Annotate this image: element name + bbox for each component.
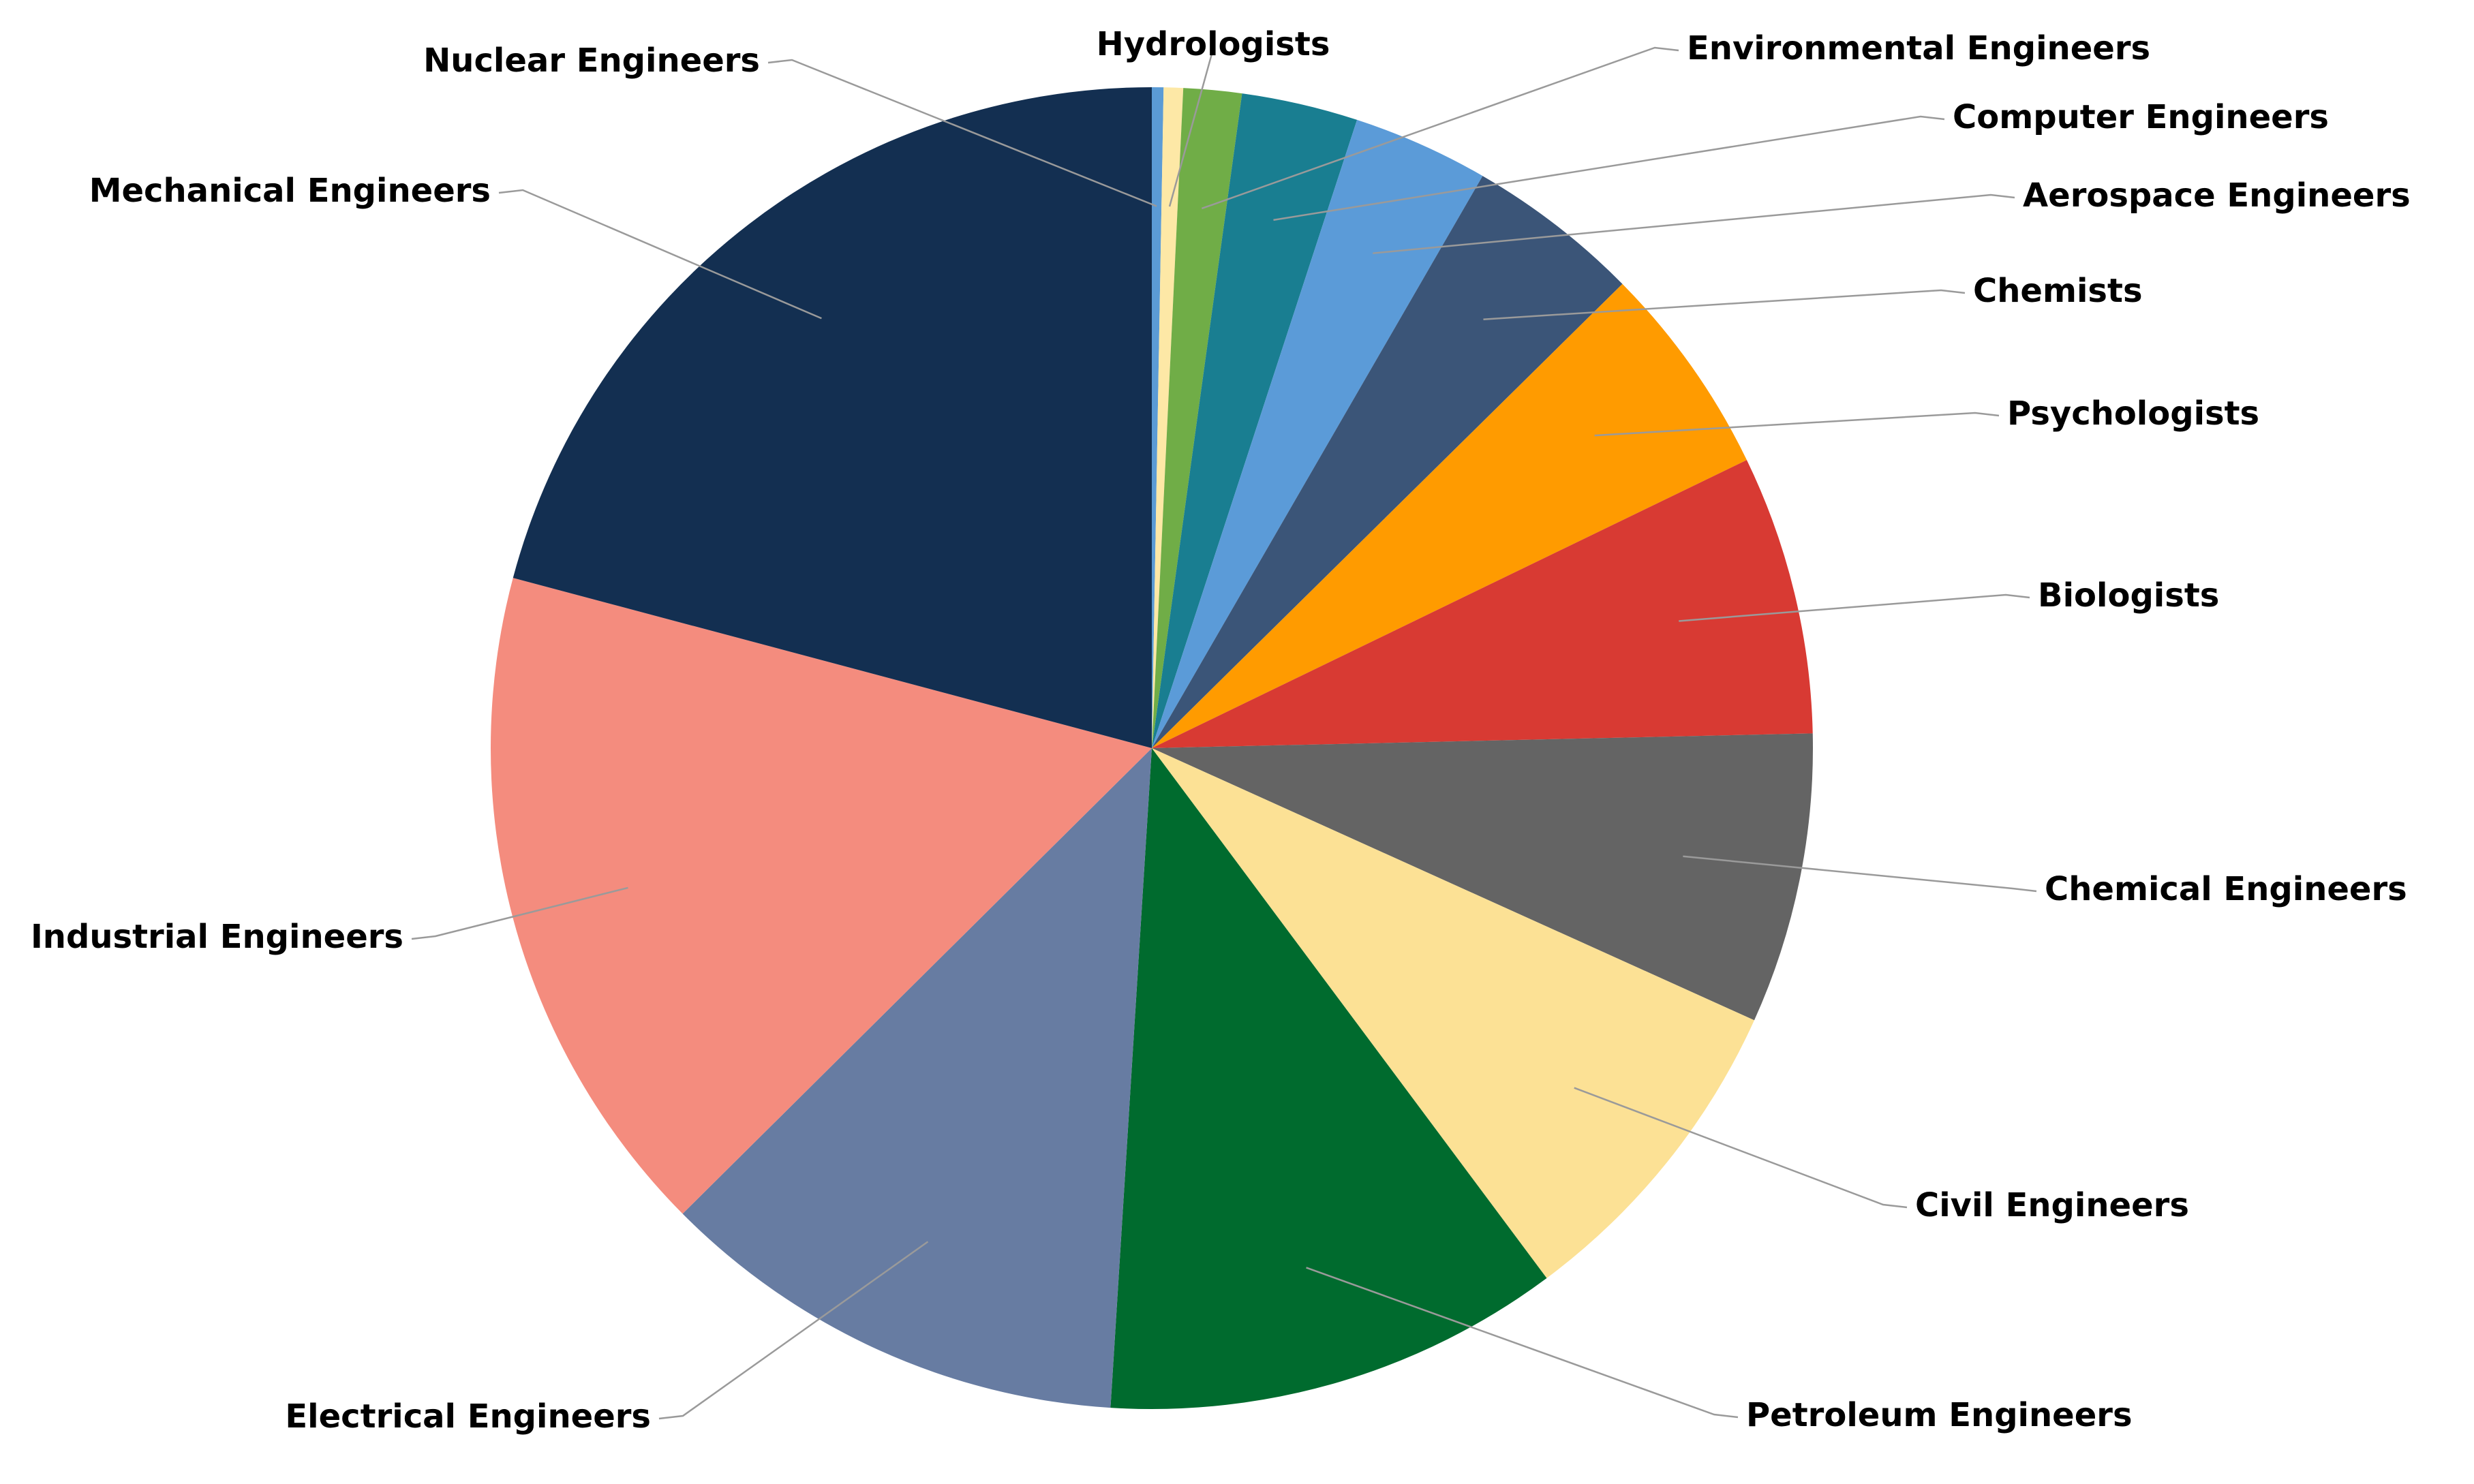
slice-label-nuclear-engineers: Nuclear Engineers	[423, 42, 760, 80]
pie-slice-aerospace-engineers	[1152, 119, 1483, 749]
leader-line-chemical-engineers	[1683, 855, 2037, 893]
pie-slice-biologists	[1152, 460, 1813, 748]
pie-slice-chemists	[1152, 176, 1623, 748]
slice-label-hydrologists: Hydrologists	[1097, 25, 1330, 63]
slice-label-mechanical-engineers: Mechanical Engineers	[89, 172, 491, 210]
pie-slice-chemical-engineers	[1152, 733, 1813, 1021]
slice-label-psychologists: Psychologists	[2007, 395, 2259, 433]
pie-slice-psychologists	[1152, 283, 1747, 749]
leader-line-mechanical-engineers	[498, 189, 822, 320]
pie-slices	[490, 87, 1813, 1409]
leader-line-nuclear-engineers	[767, 59, 1157, 207]
slice-label-chemical-engineers: Chemical Engineers	[2045, 870, 2407, 908]
slice-label-chemists: Chemists	[1973, 272, 2143, 310]
leader-lines	[411, 46, 2037, 1420]
pie-slice-mechanical-engineers	[513, 87, 1152, 748]
pie-slice-civil-engineers	[1152, 748, 1754, 1278]
leader-line-environmental-engineers	[1201, 46, 1679, 210]
slice-label-aerospace-engineers: Aerospace Engineers	[2023, 176, 2411, 215]
leader-line-aerospace-engineers	[1373, 194, 2015, 254]
slice-label-environmental-engineers: Environmental Engineers	[1687, 29, 2150, 67]
leader-line-industrial-engineers	[411, 886, 628, 940]
leader-line-biologists	[1679, 593, 2030, 622]
pie-slice-computer-engineers	[1152, 93, 1358, 749]
leader-line-chemists	[1483, 289, 1966, 320]
leader-line-psychologists	[1594, 412, 2000, 437]
pie-slice-nuclear-engineers	[1152, 87, 1164, 748]
slice-label-biologists: Biologists	[2038, 576, 2219, 615]
pie-slice-electrical-engineers	[682, 748, 1152, 1408]
slice-label-computer-engineers: Computer Engineers	[1953, 98, 2329, 136]
leader-line-civil-engineers	[1574, 1087, 1908, 1209]
pie-slice-industrial-engineers	[490, 578, 1152, 1214]
leader-line-computer-engineers	[1273, 115, 1945, 221]
slice-label-electrical-engineers: Electrical Engineers	[285, 1397, 651, 1436]
pie-slice-petroleum-engineers	[1110, 748, 1547, 1409]
leader-line-electrical-engineers	[658, 1241, 929, 1420]
leader-line-petroleum-engineers	[1306, 1267, 1739, 1419]
pie-slice-environmental-engineers	[1152, 88, 1242, 748]
slice-label-petroleum-engineers: Petroleum Engineers	[1746, 1396, 2133, 1434]
leader-line-hydrologists	[1168, 48, 1215, 207]
slice-labels: Nuclear Engineers Hydrologists Environment…	[31, 25, 2411, 1436]
pie-slice-hydrologists	[1152, 87, 1184, 749]
slice-label-industrial-engineers: Industrial Engineers	[31, 918, 403, 956]
slice-label-civil-engineers: Civil Engineers	[1915, 1186, 2189, 1224]
